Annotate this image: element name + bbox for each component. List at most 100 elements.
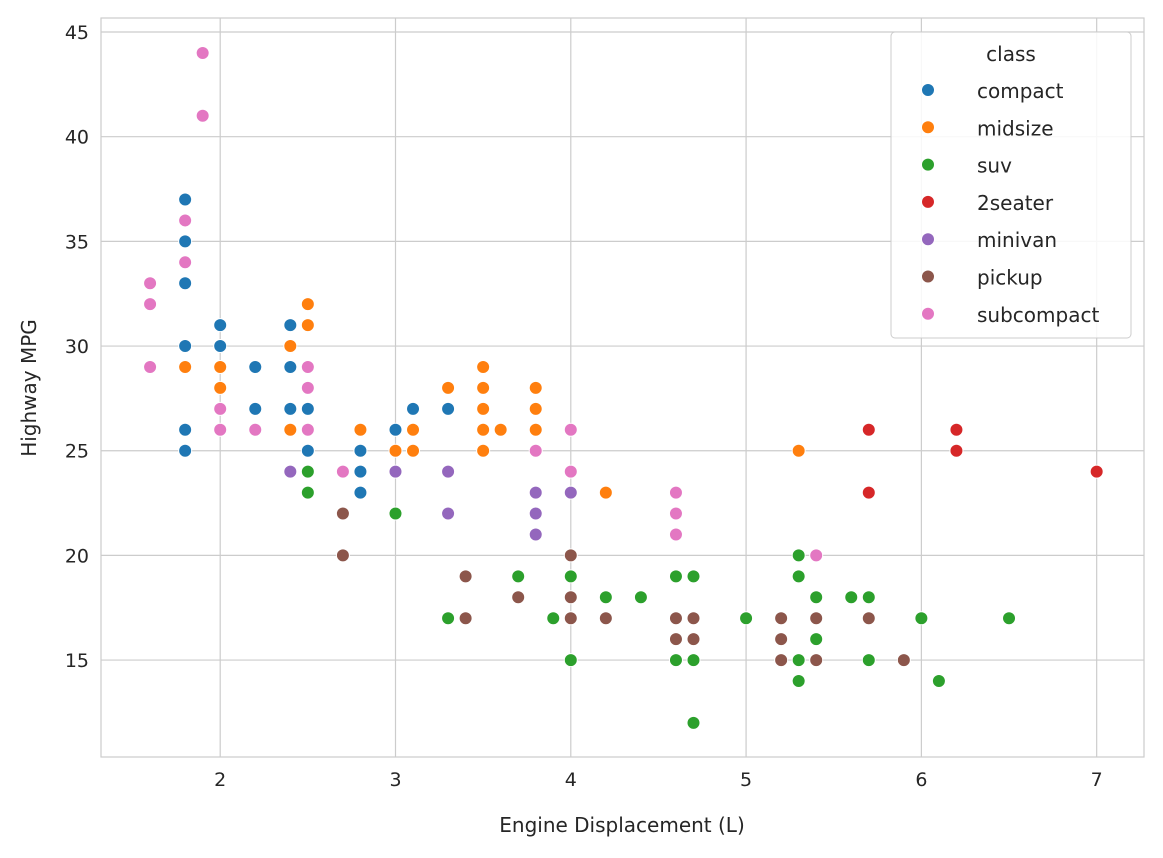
data-point-midsize [476, 401, 491, 416]
data-point-compact [178, 443, 193, 458]
data-point-subcompact [143, 297, 158, 312]
data-point-compact [178, 234, 193, 249]
data-point-pickup [335, 506, 350, 521]
data-point-minivan [283, 464, 298, 479]
y-tick-label: 30 [65, 336, 89, 358]
data-point-suv [686, 653, 701, 668]
data-point-subcompact [300, 380, 315, 395]
y-tick-label: 40 [65, 127, 89, 149]
data-point-2seater [949, 422, 964, 437]
data-point-suv [739, 611, 754, 626]
series-minivan [283, 464, 578, 542]
data-point-suv [300, 464, 315, 479]
legend: class compact midsize suv 2seater minivan pic… [890, 31, 1132, 339]
data-point-2seater [861, 485, 876, 500]
data-point-midsize [353, 422, 368, 437]
data-point-subcompact [563, 464, 578, 479]
data-point-suv [791, 548, 806, 563]
data-point-midsize [300, 318, 315, 333]
data-point-suv [300, 485, 315, 500]
data-point-minivan [441, 506, 456, 521]
data-point-compact [248, 401, 263, 416]
data-point-minivan [528, 506, 543, 521]
data-point-suv [861, 590, 876, 605]
legend-marker-compact [921, 83, 935, 97]
data-point-suv [686, 715, 701, 730]
data-point-midsize [406, 443, 421, 458]
data-point-minivan [528, 485, 543, 500]
data-point-compact [283, 401, 298, 416]
data-point-suv [686, 569, 701, 584]
data-point-midsize [528, 380, 543, 395]
data-point-suv [668, 569, 683, 584]
data-point-midsize [283, 422, 298, 437]
data-point-suv [791, 653, 806, 668]
data-point-suv [1002, 611, 1017, 626]
data-point-pickup [861, 611, 876, 626]
data-point-subcompact [528, 443, 543, 458]
x-tick-label: 3 [389, 769, 401, 791]
data-point-subcompact [300, 359, 315, 374]
data-point-subcompact [300, 422, 315, 437]
data-point-suv [861, 653, 876, 668]
data-point-subcompact [213, 422, 228, 437]
data-point-compact [178, 276, 193, 291]
data-point-subcompact [178, 255, 193, 270]
data-point-subcompact [195, 108, 210, 123]
data-point-pickup [896, 653, 911, 668]
legend-marker-pickup [921, 269, 935, 284]
data-point-compact [353, 485, 368, 500]
data-point-suv [511, 569, 526, 584]
data-point-midsize [213, 359, 228, 374]
legend-label-subcompact: subcompact [977, 303, 1099, 327]
data-point-midsize [388, 443, 403, 458]
data-point-2seater [861, 422, 876, 437]
data-point-subcompact [195, 45, 210, 60]
y-tick-label: 15 [65, 650, 89, 672]
data-point-suv [388, 506, 403, 521]
x-axis: 2 3 4 5 6 7 [214, 769, 1103, 791]
legend-marker-suv [921, 157, 935, 172]
data-point-suv [598, 590, 613, 605]
legend-title: class [986, 42, 1036, 66]
data-point-midsize [528, 422, 543, 437]
legend-label-midsize: midsize [977, 116, 1054, 140]
x-axis-label: Engine Displacement (L) [499, 813, 745, 837]
data-point-pickup [686, 632, 701, 647]
data-point-suv [546, 611, 561, 626]
data-point-subcompact [335, 464, 350, 479]
plot-frame [100, 17, 1145, 758]
data-point-midsize [300, 297, 315, 312]
data-point-pickup [563, 548, 578, 563]
data-point-suv [809, 590, 824, 605]
y-tick-label: 25 [65, 441, 89, 463]
data-point-pickup [335, 548, 350, 563]
data-point-subcompact [668, 527, 683, 542]
data-point-midsize [476, 422, 491, 437]
data-point-suv [791, 569, 806, 584]
data-point-midsize [441, 380, 456, 395]
data-point-compact [213, 318, 228, 333]
data-point-midsize [283, 339, 298, 354]
data-point-compact [353, 443, 368, 458]
data-point-minivan [528, 527, 543, 542]
data-point-midsize [598, 485, 613, 500]
data-point-compact [300, 443, 315, 458]
data-point-minivan [563, 485, 578, 500]
data-point-compact [178, 422, 193, 437]
data-point-pickup [809, 611, 824, 626]
data-point-suv [844, 590, 859, 605]
data-point-subcompact [178, 213, 193, 228]
legend-label-compact: compact [977, 79, 1064, 103]
y-tick-label: 35 [65, 231, 89, 253]
data-point-compact [300, 401, 315, 416]
x-tick-label: 6 [915, 769, 927, 791]
series-compact [178, 192, 456, 500]
y-tick-label: 20 [65, 545, 89, 567]
x-tick-label: 5 [740, 769, 752, 791]
data-point-compact [353, 464, 368, 479]
data-point-pickup [809, 653, 824, 668]
data-point-pickup [563, 590, 578, 605]
data-point-pickup [458, 569, 473, 584]
